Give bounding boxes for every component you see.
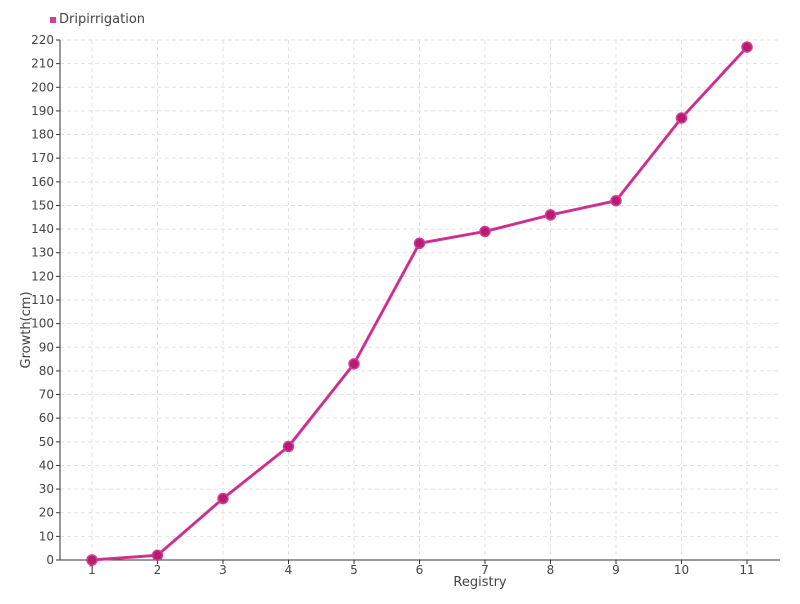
x-tick-label: 2 <box>154 563 162 577</box>
x-tick-label: 11 <box>739 563 754 577</box>
x-tick-label: 5 <box>350 563 358 577</box>
x-tick-label: 6 <box>416 563 424 577</box>
y-tick-label: 140 <box>31 222 54 236</box>
y-tick-label: 180 <box>31 128 54 142</box>
legend: Dripirrigation <box>50 12 145 27</box>
y-tick-label: 90 <box>39 340 54 354</box>
y-tick-label: 190 <box>31 104 54 118</box>
data-point <box>151 549 164 562</box>
x-tick-label: 9 <box>612 563 620 577</box>
y-tick-label: 220 <box>31 33 54 47</box>
y-tick-label: 170 <box>31 151 54 165</box>
y-tick-label: 210 <box>31 57 54 71</box>
y-tick-label: 110 <box>31 293 54 307</box>
y-tick-label: 20 <box>39 506 54 520</box>
x-tick-label: 8 <box>547 563 555 577</box>
x-tick-label: 4 <box>285 563 293 577</box>
y-tick-label: 40 <box>39 458 54 472</box>
x-axis-label: Registry <box>453 575 507 590</box>
legend-swatch <box>50 16 56 23</box>
y-tick-label: 30 <box>39 482 54 496</box>
y-tick-label: 160 <box>31 175 54 189</box>
legend-label: Dripirrigation <box>59 12 146 27</box>
x-tick-label: 7 <box>481 563 489 577</box>
y-tick-label: 60 <box>39 411 54 425</box>
y-tick-label: 200 <box>31 80 54 94</box>
y-tick-label: 100 <box>31 317 54 331</box>
y-axis-label: Growth(cm) <box>19 291 34 368</box>
data-point <box>86 554 98 566</box>
y-tick-label: 80 <box>39 364 54 378</box>
x-tick-label: 1 <box>88 563 96 577</box>
y-tick-label: 130 <box>31 246 54 260</box>
data-point <box>217 492 229 505</box>
data-point <box>348 358 360 370</box>
data-point <box>741 41 753 53</box>
data-point <box>413 237 426 250</box>
data-point <box>282 440 295 453</box>
y-tick-label: 0 <box>46 553 54 567</box>
data-point <box>610 194 622 207</box>
y-tick-label: 70 <box>39 388 54 402</box>
y-tick-label: 150 <box>31 198 54 212</box>
y-tick-label: 10 <box>39 529 54 543</box>
y-tick-label: 120 <box>31 269 54 283</box>
y-tick-label: 50 <box>39 435 54 449</box>
data-point <box>675 112 688 124</box>
x-tick-label: 10 <box>674 563 689 577</box>
x-tick-label: 3 <box>219 563 227 577</box>
data-point <box>544 209 557 221</box>
data-point <box>479 225 491 238</box>
